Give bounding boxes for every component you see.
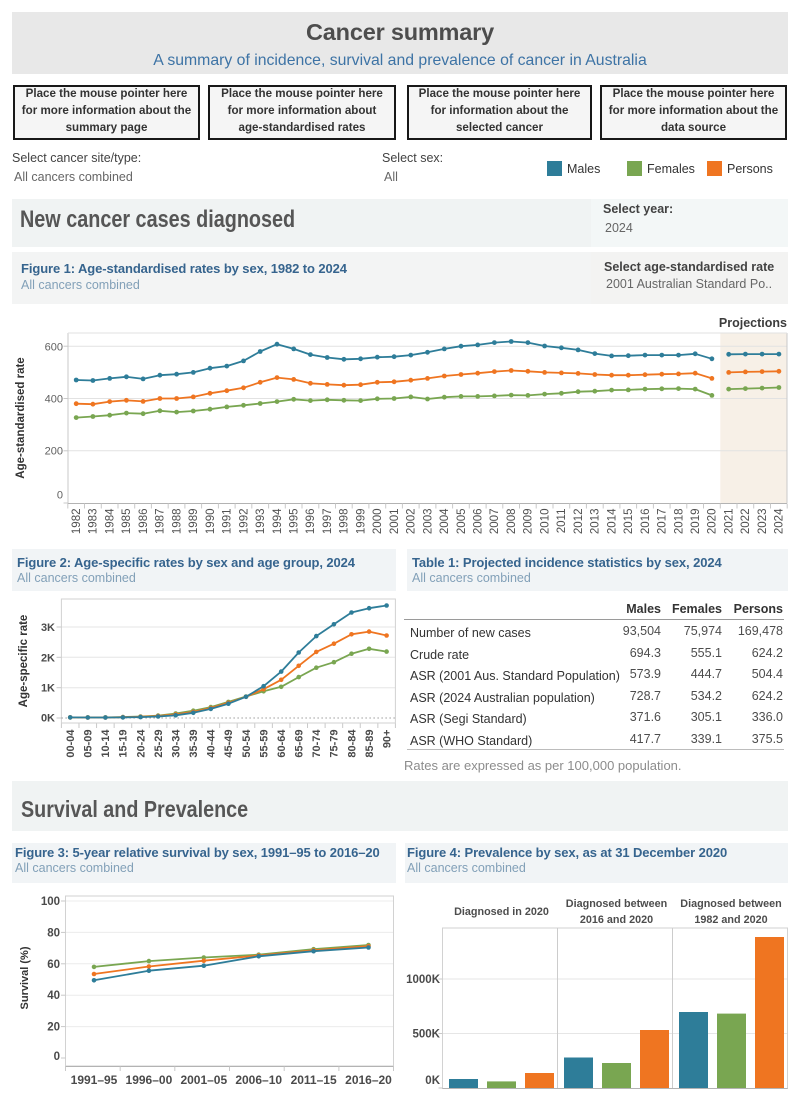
svg-text:1997: 1997 xyxy=(322,509,334,535)
svg-text:200: 200 xyxy=(45,446,63,458)
svg-text:2012: 2012 xyxy=(573,509,585,535)
svg-text:1988: 1988 xyxy=(171,509,183,535)
svg-text:85-89: 85-89 xyxy=(364,730,376,758)
svg-text:Age-specific rate: Age-specific rate xyxy=(18,615,30,708)
svg-text:1984: 1984 xyxy=(105,508,117,534)
svg-text:1983: 1983 xyxy=(88,509,100,535)
svg-text:60-64: 60-64 xyxy=(276,729,288,758)
svg-text:2006–10: 2006–10 xyxy=(235,1073,282,1087)
svg-text:20-24: 20-24 xyxy=(135,729,147,758)
svg-text:0: 0 xyxy=(54,1051,60,1063)
svg-text:2010: 2010 xyxy=(539,509,551,535)
svg-text:50-54: 50-54 xyxy=(241,729,253,758)
svg-text:2017: 2017 xyxy=(657,509,669,535)
svg-text:2018: 2018 xyxy=(673,509,685,535)
svg-text:2002: 2002 xyxy=(406,509,418,535)
svg-text:70-74: 70-74 xyxy=(311,729,323,758)
svg-text:0: 0 xyxy=(57,490,63,502)
svg-text:600: 600 xyxy=(45,342,63,354)
svg-text:1K: 1K xyxy=(41,683,55,695)
svg-text:1995: 1995 xyxy=(289,509,301,535)
svg-text:2020: 2020 xyxy=(707,509,719,535)
svg-text:Survival (%): Survival (%) xyxy=(19,946,31,1009)
svg-text:2013: 2013 xyxy=(590,509,602,535)
svg-text:2007: 2007 xyxy=(489,509,501,535)
svg-text:2022: 2022 xyxy=(740,509,752,535)
svg-text:1989: 1989 xyxy=(188,509,200,535)
svg-text:500K: 500K xyxy=(413,1029,441,1041)
svg-text:30-34: 30-34 xyxy=(171,729,183,758)
svg-text:1986: 1986 xyxy=(138,509,150,535)
svg-text:2008: 2008 xyxy=(506,509,518,535)
svg-text:90+: 90+ xyxy=(381,730,393,749)
svg-text:2001–05: 2001–05 xyxy=(180,1073,227,1087)
svg-text:1996: 1996 xyxy=(305,509,317,535)
svg-text:1991: 1991 xyxy=(222,509,234,535)
svg-text:2005: 2005 xyxy=(456,509,468,535)
svg-text:1987: 1987 xyxy=(155,509,167,535)
svg-text:45-49: 45-49 xyxy=(223,730,235,758)
svg-text:0K: 0K xyxy=(425,1075,440,1087)
svg-text:75-79: 75-79 xyxy=(329,730,341,758)
svg-text:2015: 2015 xyxy=(623,509,635,535)
svg-text:25-29: 25-29 xyxy=(153,730,165,758)
svg-text:2023: 2023 xyxy=(757,509,769,535)
svg-text:2000: 2000 xyxy=(372,509,384,535)
svg-text:60: 60 xyxy=(47,959,60,971)
svg-text:2004: 2004 xyxy=(439,508,451,534)
svg-text:1999: 1999 xyxy=(355,509,367,535)
svg-text:00-04: 00-04 xyxy=(65,729,77,758)
svg-text:1998: 1998 xyxy=(339,509,351,535)
svg-text:2016: 2016 xyxy=(640,509,652,535)
svg-text:2016–20: 2016–20 xyxy=(345,1073,392,1087)
svg-text:05-09: 05-09 xyxy=(83,730,95,758)
svg-text:0K: 0K xyxy=(41,712,55,724)
svg-text:2006: 2006 xyxy=(473,509,485,535)
svg-text:2024: 2024 xyxy=(774,508,786,534)
svg-text:40-44: 40-44 xyxy=(206,729,218,758)
svg-text:2011–15: 2011–15 xyxy=(291,1073,337,1087)
svg-text:2011: 2011 xyxy=(556,509,568,534)
svg-text:1993: 1993 xyxy=(255,509,267,535)
svg-text:2001: 2001 xyxy=(389,509,401,535)
svg-text:1982: 1982 xyxy=(71,509,83,535)
svg-text:1991–95: 1991–95 xyxy=(71,1073,118,1087)
svg-text:3K: 3K xyxy=(41,622,55,634)
svg-text:1985: 1985 xyxy=(121,509,133,535)
svg-text:1990: 1990 xyxy=(205,509,217,535)
svg-text:Age-standardised rate: Age-standardised rate xyxy=(15,357,27,478)
svg-text:20: 20 xyxy=(47,1022,60,1034)
svg-text:1000K: 1000K xyxy=(406,974,441,986)
svg-text:15-19: 15-19 xyxy=(118,730,130,758)
svg-text:100: 100 xyxy=(41,896,60,908)
svg-text:40: 40 xyxy=(47,990,60,1002)
svg-text:1994: 1994 xyxy=(272,508,284,534)
svg-text:2009: 2009 xyxy=(523,509,535,535)
svg-text:2019: 2019 xyxy=(690,509,702,535)
svg-text:2003: 2003 xyxy=(422,509,434,535)
svg-text:35-39: 35-39 xyxy=(188,730,200,758)
svg-text:1996–00: 1996–00 xyxy=(126,1073,173,1087)
svg-text:55-59: 55-59 xyxy=(258,730,270,758)
svg-text:80: 80 xyxy=(47,927,60,939)
svg-text:400: 400 xyxy=(45,394,63,406)
svg-text:2K: 2K xyxy=(41,652,55,664)
svg-text:2021: 2021 xyxy=(724,509,736,535)
svg-text:1992: 1992 xyxy=(238,509,250,535)
svg-text:2014: 2014 xyxy=(606,508,618,534)
svg-text:80-84: 80-84 xyxy=(346,729,358,758)
svg-text:65-69: 65-69 xyxy=(294,730,306,758)
svg-text:10-14: 10-14 xyxy=(100,729,112,758)
